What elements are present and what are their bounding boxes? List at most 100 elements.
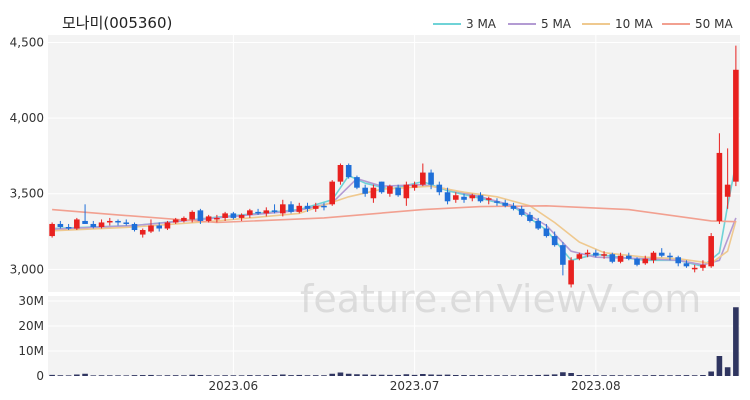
candle-body-50 xyxy=(461,196,467,200)
candle-body-11 xyxy=(139,230,146,235)
candle-body-70 xyxy=(625,255,632,259)
volume-bar-53 xyxy=(485,375,492,376)
volume-tick-label-0: 0 xyxy=(36,369,44,383)
volume-bar-25 xyxy=(255,375,261,376)
candle-body-41 xyxy=(387,186,393,194)
volume-bar-35 xyxy=(337,372,344,376)
candle-body-22 xyxy=(230,213,237,218)
volume-bar-6 xyxy=(98,375,105,376)
volume-bar-61 xyxy=(551,374,558,376)
candle-body-57 xyxy=(518,208,525,215)
candle-body-34 xyxy=(329,181,336,205)
candle-body-72 xyxy=(642,258,649,264)
volume-bar-65 xyxy=(584,375,591,376)
candle-body-17 xyxy=(189,211,195,220)
watermark: feature.enViewV.com xyxy=(300,277,701,321)
candle-body-37 xyxy=(354,177,360,188)
candle-body-53 xyxy=(485,198,492,200)
volume-bar-26 xyxy=(263,375,270,376)
volume-bar-44 xyxy=(411,374,418,376)
candle-body-54 xyxy=(494,201,500,203)
volume-bar-38 xyxy=(362,374,368,376)
volume-bar-40 xyxy=(378,374,385,376)
candle-body-4 xyxy=(82,220,88,224)
candle-body-59 xyxy=(535,220,541,229)
candlesticks xyxy=(49,45,739,288)
candle-body-23 xyxy=(238,214,245,218)
candle-body-48 xyxy=(444,192,451,202)
volume-bar-9 xyxy=(123,375,130,376)
candle-body-8 xyxy=(115,220,121,223)
candle-body-36 xyxy=(345,165,352,178)
axes: 3,000 3,500 4,000 4,500 0 10M 20M 30M 2023.06 202… xyxy=(10,36,621,393)
volume-bar-79 xyxy=(700,375,706,376)
candle-body-7 xyxy=(106,220,113,223)
candle-body-74 xyxy=(658,252,665,256)
volume-bar-36 xyxy=(345,373,352,376)
volume-bar-3 xyxy=(74,374,80,376)
volume-bar-69 xyxy=(617,375,624,376)
candle-body-0 xyxy=(49,223,55,237)
candle-body-66 xyxy=(593,252,599,256)
volume-bar-15 xyxy=(172,375,179,376)
chart-title: 모나미(005360) xyxy=(62,14,172,32)
candle-body-51 xyxy=(469,195,476,199)
volume-panel xyxy=(48,296,740,376)
volume-bar-56 xyxy=(510,375,517,376)
price-tick-label-2: 4,000 xyxy=(10,111,44,125)
volume-bar-67 xyxy=(601,375,607,376)
volume-bar-2 xyxy=(65,375,72,376)
volume-bar-33 xyxy=(321,375,327,376)
candle-body-55 xyxy=(502,202,509,206)
volume-bar-13 xyxy=(156,375,163,376)
candle-body-80 xyxy=(708,236,714,267)
candle-body-33 xyxy=(321,205,327,208)
candle-body-78 xyxy=(691,267,698,270)
candle-body-67 xyxy=(601,254,607,256)
volume-bar-77 xyxy=(683,375,690,376)
volume-bar-58 xyxy=(527,375,533,376)
candle-body-5 xyxy=(90,223,97,227)
candle-body-25 xyxy=(255,211,261,214)
volume-bar-66 xyxy=(593,375,599,376)
candle-body-43 xyxy=(403,184,410,199)
candle-body-14 xyxy=(164,222,171,229)
volume-bar-8 xyxy=(115,375,121,376)
volume-bar-45 xyxy=(420,374,426,376)
candle-body-27 xyxy=(271,210,278,212)
volume-bar-39 xyxy=(370,374,377,376)
volume-bar-78 xyxy=(691,375,698,376)
volume-bar-64 xyxy=(576,375,583,376)
candle-body-16 xyxy=(181,217,187,221)
ma-line-ma10 xyxy=(52,185,737,265)
volume-bar-41 xyxy=(387,374,393,376)
candle-body-29 xyxy=(288,204,294,212)
volume-bar-7 xyxy=(106,375,113,376)
candle-body-21 xyxy=(222,213,228,218)
candle-body-12 xyxy=(148,225,154,232)
volume-bar-73 xyxy=(650,375,657,376)
candle-body-63 xyxy=(568,260,574,285)
candle-body-49 xyxy=(452,195,459,200)
candle-body-45 xyxy=(420,172,426,185)
candle-body-62 xyxy=(560,245,566,265)
volume-tick-label-3: 30M xyxy=(18,294,44,308)
candle-body-81 xyxy=(716,152,723,221)
candle-body-83 xyxy=(733,69,739,182)
volume-bar-19 xyxy=(205,375,212,376)
volume-bar-28 xyxy=(279,374,286,376)
volume-bar-83 xyxy=(733,307,739,376)
candle-body-82 xyxy=(724,184,731,197)
candle-body-31 xyxy=(304,205,311,209)
volume-bar-10 xyxy=(131,375,138,376)
candle-body-6 xyxy=(98,222,105,227)
volume-bar-37 xyxy=(354,374,360,376)
legend-label-ma50: 50 MA xyxy=(695,17,733,31)
volume-bar-81 xyxy=(716,356,723,376)
volume-bar-43 xyxy=(403,374,410,376)
candle-body-65 xyxy=(584,252,591,255)
grid xyxy=(48,35,740,377)
ma-line-ma50 xyxy=(52,205,736,224)
candle-body-19 xyxy=(205,216,212,221)
